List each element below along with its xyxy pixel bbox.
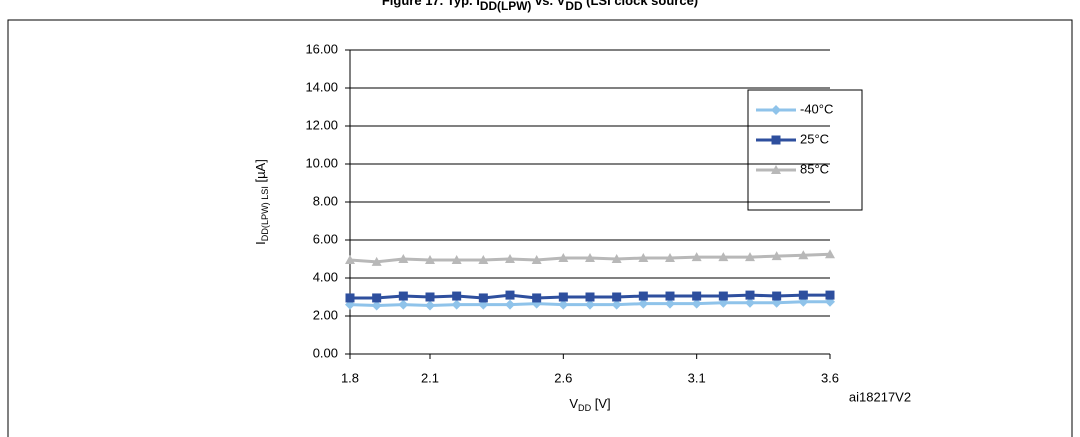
marker	[692, 291, 702, 301]
marker	[345, 254, 355, 264]
marker	[798, 250, 809, 260]
marker	[825, 249, 835, 259]
marker	[452, 291, 462, 301]
marker	[745, 290, 755, 300]
marker	[478, 254, 489, 264]
marker	[478, 293, 488, 303]
marker	[638, 253, 649, 263]
y-tick-label: 6.00	[313, 231, 338, 246]
y-tick-label: 8.00	[313, 193, 338, 208]
chart-title-part: Figure 17. Typ. I	[382, 0, 480, 8]
x-tick-label: 2.6	[554, 370, 572, 385]
x-tick-label: 3.6	[821, 370, 839, 385]
chart-title-part: (LSI clock source)	[583, 0, 699, 8]
marker	[771, 165, 781, 174]
marker	[665, 291, 675, 301]
frame	[7, 19, 1073, 437]
marker	[505, 290, 515, 300]
x-axis-label-part: V	[569, 396, 578, 411]
y-tick-label: 0.00	[313, 345, 338, 360]
legend-label: -40°C	[800, 101, 833, 116]
marker	[505, 254, 515, 263]
y-axis-label-part: [µA]	[253, 159, 268, 186]
figure-note: ai18217V2	[849, 389, 911, 404]
y-tick-label: 10.00	[305, 155, 338, 170]
marker	[612, 292, 622, 302]
marker	[425, 254, 435, 264]
marker	[398, 291, 408, 301]
x-axis-label: VDD [V]	[569, 396, 610, 413]
y-tick-label: 2.00	[313, 307, 338, 322]
marker	[638, 291, 648, 301]
legend-label: 85°C	[800, 161, 829, 176]
marker	[558, 292, 568, 302]
marker	[638, 298, 649, 309]
marker	[425, 292, 435, 302]
marker	[585, 253, 595, 263]
x-axis-label-part: DD	[578, 403, 592, 413]
chart-title: Figure 17. Typ. IDD(LPW) vs. VDD (LSI cl…	[382, 0, 698, 13]
marker	[611, 254, 622, 263]
marker	[825, 290, 835, 300]
marker	[558, 253, 569, 263]
y-tick-label: 12.00	[305, 117, 338, 132]
marker	[665, 253, 675, 263]
marker	[425, 300, 435, 311]
marker	[398, 254, 409, 263]
marker	[345, 293, 355, 303]
y-tick-label: 14.00	[305, 79, 338, 94]
y-axis-label: IDD(LPW) LSI [µA]	[253, 159, 270, 245]
legend-label: 25°C	[800, 131, 829, 146]
marker	[371, 256, 382, 266]
marker	[398, 299, 409, 310]
marker	[372, 293, 382, 303]
marker	[745, 252, 755, 262]
marker	[771, 251, 782, 261]
chart-title-part: DD(LPW)	[480, 0, 532, 13]
marker	[585, 292, 595, 302]
x-axis-label-part: [V]	[591, 396, 611, 411]
y-tick-label: 16.00	[305, 41, 338, 56]
marker	[691, 298, 702, 309]
marker	[718, 252, 729, 262]
marker	[532, 293, 542, 303]
chart-title-part: vs. V	[531, 0, 565, 8]
marker	[772, 291, 782, 301]
marker	[745, 297, 755, 308]
x-tick-label: 3.1	[688, 370, 706, 385]
marker	[451, 299, 462, 310]
x-tick-label: 2.1	[421, 370, 439, 385]
marker	[771, 105, 781, 115]
y-axis-label-part: I	[253, 241, 268, 245]
marker	[531, 254, 542, 264]
marker	[451, 254, 462, 264]
y-tick-label: 4.00	[313, 269, 338, 284]
marker	[691, 252, 702, 262]
marker	[371, 300, 382, 311]
x-tick-label: 1.8	[341, 370, 359, 385]
marker	[665, 298, 675, 309]
marker	[611, 299, 622, 310]
marker	[771, 135, 781, 145]
marker	[718, 291, 728, 301]
marker	[505, 299, 515, 310]
chart-title-part: DD	[565, 0, 583, 13]
marker	[558, 299, 569, 310]
y-axis-label-part: DD(LPW) LSI	[260, 186, 270, 241]
marker	[798, 290, 808, 300]
marker	[585, 299, 595, 310]
